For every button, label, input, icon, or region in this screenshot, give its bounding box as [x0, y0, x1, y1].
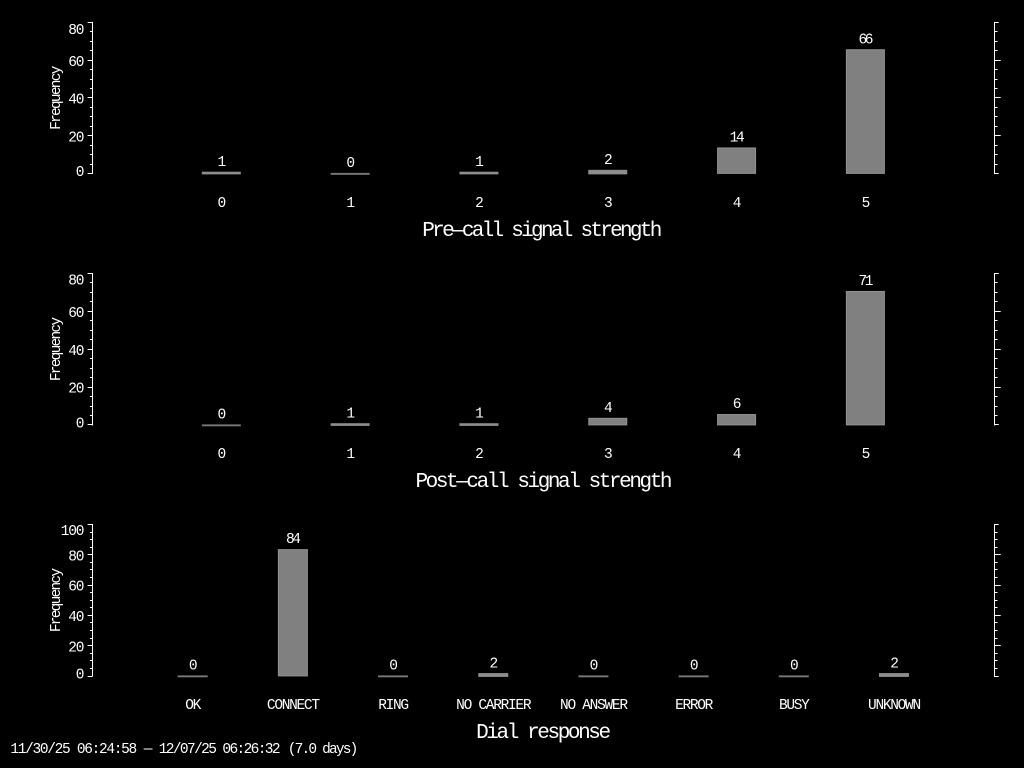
svg-text:2: 2 [890, 656, 898, 672]
svg-text:0: 0 [346, 156, 354, 172]
svg-text:Frequency: Frequency [49, 317, 65, 381]
svg-text:—: — [143, 742, 153, 758]
svg-text:0: 0 [218, 196, 226, 212]
svg-text:20: 20 [68, 130, 84, 146]
svg-text:Frequency: Frequency [49, 568, 65, 632]
svg-text:100: 100 [61, 524, 84, 540]
svg-text:Dial response: Dial response [476, 722, 611, 745]
svg-text:1: 1 [475, 155, 483, 171]
svg-text:11/30/25 06:24:58: 11/30/25 06:24:58 [10, 742, 136, 758]
svg-text:BUSY: BUSY [779, 698, 810, 714]
svg-text:5: 5 [862, 447, 870, 463]
svg-text:0: 0 [218, 447, 226, 463]
svg-text:5: 5 [862, 196, 870, 212]
svg-text:66: 66 [858, 32, 872, 48]
svg-text:2: 2 [475, 196, 483, 212]
svg-text:40: 40 [68, 344, 84, 360]
svg-text:CONNECT: CONNECT [267, 698, 320, 714]
svg-text:80: 80 [68, 23, 84, 39]
svg-text:2: 2 [490, 656, 498, 672]
svg-text:84: 84 [286, 532, 300, 548]
svg-text:0: 0 [76, 165, 84, 181]
svg-text:60: 60 [68, 580, 84, 596]
svg-text:40: 40 [68, 93, 84, 109]
svg-text:OK: OK [185, 698, 201, 714]
svg-text:0: 0 [790, 659, 798, 675]
svg-text:80: 80 [68, 549, 84, 565]
svg-text:12/07/25 06:26:32: 12/07/25 06:26:32 [159, 742, 280, 758]
svg-text:40: 40 [68, 610, 84, 626]
svg-text:ERROR: ERROR [675, 698, 714, 714]
svg-text:1: 1 [346, 407, 354, 423]
svg-text:80: 80 [68, 273, 84, 289]
svg-text:3: 3 [604, 447, 612, 463]
svg-text:0: 0 [389, 659, 397, 675]
svg-text:Post—call signal strength: Post—call signal strength [416, 471, 673, 494]
svg-text:20: 20 [68, 382, 84, 398]
svg-text:(7.0 days): (7.0 days) [288, 742, 358, 758]
svg-text:1: 1 [218, 155, 226, 171]
svg-text:6: 6 [733, 397, 741, 413]
svg-text:0: 0 [76, 667, 84, 683]
svg-text:1: 1 [346, 196, 354, 212]
svg-text:0: 0 [189, 659, 197, 675]
svg-text:NO CARRIER: NO CARRIER [456, 698, 532, 714]
svg-text:0: 0 [76, 416, 84, 432]
svg-text:Frequency: Frequency [49, 65, 65, 129]
svg-text:14: 14 [730, 131, 744, 147]
svg-text:Pre—call signal strength: Pre—call signal strength [422, 220, 662, 243]
svg-text:20: 20 [68, 640, 84, 656]
svg-text:60: 60 [68, 55, 84, 71]
svg-text:0: 0 [218, 408, 226, 424]
svg-text:0: 0 [690, 659, 698, 675]
svg-text:3: 3 [604, 196, 612, 212]
svg-text:NO ANSWER: NO ANSWER [560, 698, 628, 714]
svg-text:4: 4 [733, 447, 741, 463]
svg-text:1: 1 [346, 447, 354, 463]
svg-text:UNKNOWN: UNKNOWN [868, 698, 920, 714]
svg-text:60: 60 [68, 306, 84, 322]
svg-text:4: 4 [604, 401, 612, 417]
svg-text:4: 4 [733, 196, 741, 212]
svg-text:71: 71 [858, 274, 872, 290]
svg-text:RING: RING [378, 698, 408, 714]
svg-text:2: 2 [604, 153, 612, 169]
svg-text:0: 0 [590, 659, 598, 675]
svg-text:2: 2 [475, 447, 483, 463]
svg-text:1: 1 [475, 407, 483, 423]
